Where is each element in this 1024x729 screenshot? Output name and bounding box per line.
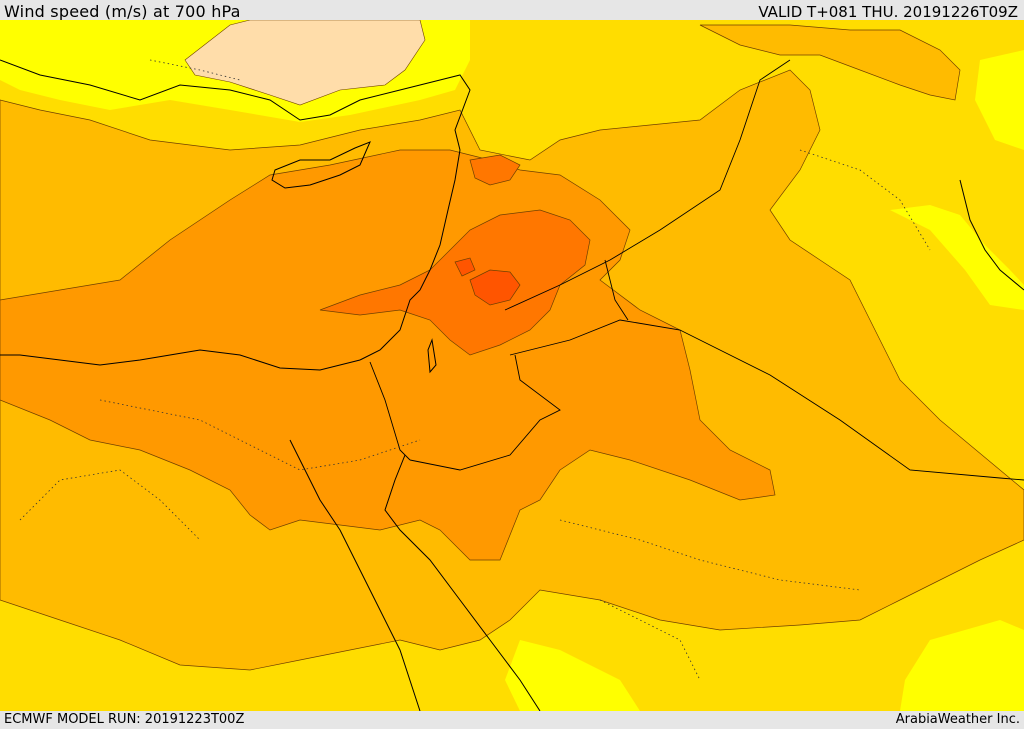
- levant-coast: [359, 149, 461, 361]
- border-jordan-iraq: [604, 259, 629, 321]
- red-sea-gulf-west: [289, 439, 421, 711]
- footer-bar: ECMWF MODEL RUN: 20191223T00Z ArabiaWeat…: [0, 711, 1024, 729]
- coastlines: [0, 59, 1024, 711]
- map-canvas: [0, 20, 1024, 711]
- model-run-label: ECMWF MODEL RUN: 20191223T00Z: [4, 712, 245, 727]
- dotted-2: [559, 519, 861, 591]
- dead-sea: [427, 338, 437, 374]
- border-sinai-south: [409, 354, 561, 471]
- band-1-se: [900, 620, 1024, 711]
- wind-speed-map: [0, 20, 1024, 711]
- gulf-coast: [959, 179, 1024, 291]
- egypt-north-coast: [0, 349, 361, 371]
- band-5-area: [319, 209, 591, 356]
- header-bar: Wind speed (m/s) at 700 hPa VALID T+081 …: [0, 0, 1024, 21]
- border-jordan-saudi: [509, 319, 1024, 481]
- border-syria-iraq: [504, 59, 791, 311]
- band-6-area: [469, 269, 521, 306]
- band-calm-area: [184, 20, 426, 106]
- band-6-small: [454, 257, 476, 277]
- borders: [369, 59, 1024, 481]
- internal-boundaries: [19, 59, 931, 681]
- dotted-4: [799, 149, 931, 251]
- dotted-6: [149, 59, 241, 81]
- credit-label: ArabiaWeather Inc.: [895, 712, 1020, 727]
- band-1-ne: [975, 50, 1024, 150]
- map-title: Wind speed (m/s) at 700 hPa: [4, 2, 241, 21]
- dotted-3: [19, 469, 201, 541]
- red-sea-gulf-east: [384, 454, 541, 711]
- band-3-northeast: [699, 24, 961, 101]
- border-egypt-israel: [369, 361, 411, 461]
- band-1-south: [505, 640, 640, 711]
- band-1-east: [890, 205, 1024, 310]
- cyprus-outline: [271, 141, 371, 189]
- valid-time-label: VALID T+081 THU. 20191226T09Z: [758, 3, 1018, 21]
- band-5-north: [469, 154, 521, 186]
- turkey-south-coast: [0, 59, 471, 151]
